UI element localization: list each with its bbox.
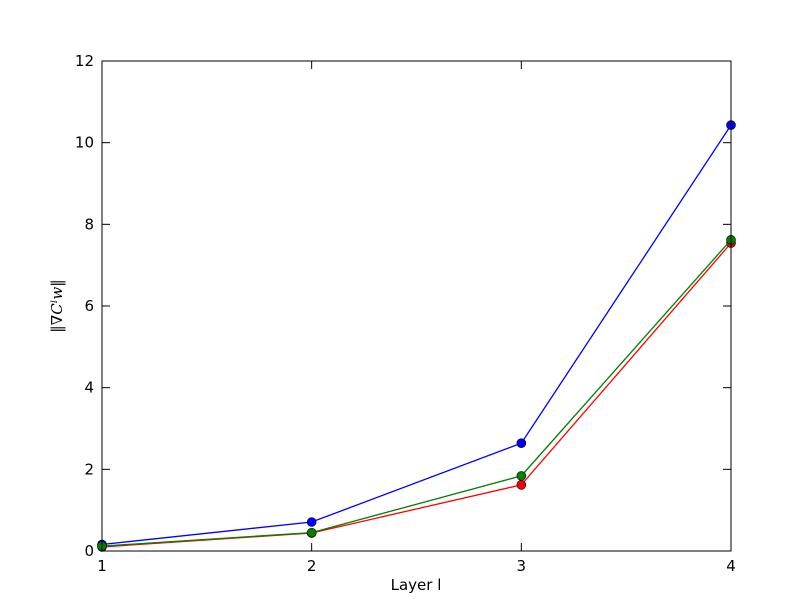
point [306,527,317,538]
y-tick-label: 6 [84,297,94,315]
x-tick-label: 2 [307,557,317,575]
series-line [101,239,732,547]
y-axis-label: ‖∇Cˡw‖ [48,279,66,332]
plot-frame [101,60,732,552]
y-tick-label: 8 [84,215,94,233]
y-tick-label: 4 [84,379,94,397]
y-tick-label: 2 [84,460,94,478]
y-tick-label: 10 [75,134,94,152]
y-tick-label: 0 [84,542,94,560]
x-tick-label: 4 [726,557,736,575]
point [306,517,317,527]
series-line [101,124,732,546]
point [516,480,527,490]
point [516,471,527,481]
point [516,438,527,449]
x-tick-label: 3 [517,557,527,575]
x-axis-label: Layer l [391,576,442,594]
y-tick-label: 12 [75,52,94,70]
x-tick-label: 1 [97,557,107,575]
